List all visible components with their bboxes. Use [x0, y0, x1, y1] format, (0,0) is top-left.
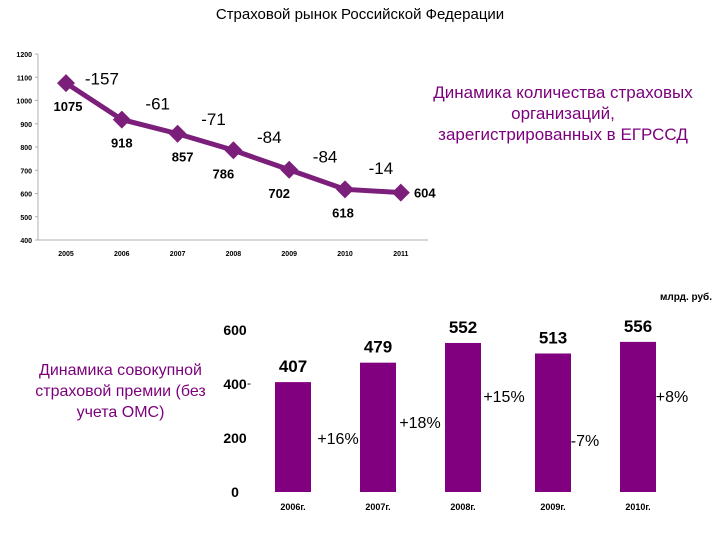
bar-change-label: -7%: [571, 433, 599, 450]
line-change-label: -61: [145, 95, 170, 114]
bar-x-tick-label: 2006г.: [280, 502, 305, 512]
line-y-tick-label: 1000: [16, 99, 32, 106]
unit-label: млрд. руб.: [659, 292, 712, 303]
line-value-label: 786: [213, 166, 235, 181]
line-point: [336, 180, 354, 199]
line-value-label: 604: [414, 186, 436, 201]
bar-y-tick-label: 200: [223, 430, 247, 446]
line-x-tick-label: 2006: [114, 251, 130, 258]
line-y-tick-label: 800: [20, 145, 32, 152]
page-title: Страховой рынок Российской Федерации: [215, 6, 505, 23]
line-change-label: -71: [201, 110, 226, 129]
line-y-tick-label: 600: [20, 192, 32, 199]
line-y-tick-label: 400: [20, 238, 32, 245]
bar-value-label: 552: [449, 318, 477, 337]
bar-change-label: +8%: [656, 389, 688, 406]
bar-chart: 0 200 400 600 - 407 2006г. 479 2007г. 552 2008г. 51…: [223, 317, 688, 512]
bar-x-tick-label: 2007г.: [365, 502, 390, 512]
line-y-tick-label: 500: [20, 215, 32, 222]
bar-value-label: 407: [279, 357, 307, 376]
line-point: [168, 124, 187, 143]
bar-value-label: 479: [364, 338, 392, 357]
line-x-tick-label: 2008: [226, 251, 242, 258]
line-change-label: -14: [369, 159, 394, 178]
bar: [620, 341, 656, 492]
line-x-tick-label: 2010: [337, 251, 353, 258]
line-chart: 400 500 600 700 800 900 1000 1100 1200 2005 2006 20…: [16, 52, 436, 258]
line-chart-caption: Динамика количества страховых организаци…: [433, 83, 693, 144]
line-value-label: 618: [332, 205, 354, 220]
bar-change-label: +15%: [483, 389, 524, 406]
line-x-tick-label: 2007: [170, 251, 186, 258]
bar-change-label: +18%: [399, 415, 440, 432]
line-x-tick-label: 2009: [281, 251, 297, 258]
line-x-tick-label: 2005: [58, 251, 74, 258]
line-point: [224, 141, 243, 160]
line-point: [280, 160, 299, 179]
line-point: [391, 183, 410, 202]
line-y-tick-label: 700: [20, 168, 32, 175]
bar-chart-caption: Динамика совокупной страховой премии (бе…: [35, 362, 206, 421]
bar: [535, 353, 571, 492]
bar-value-label: 556: [624, 317, 652, 336]
bar: [445, 342, 481, 492]
line-value-label: 918: [111, 136, 133, 151]
bar-change-label: +16%: [317, 431, 358, 448]
bar-x-tick-label: 2009г.: [540, 502, 565, 512]
bar-x-tick-label: 2010г.: [625, 502, 650, 512]
line-value-label: 1075: [54, 99, 83, 114]
bar-y-tick-label: 600: [223, 322, 247, 338]
line-value-label: 702: [268, 186, 290, 201]
bar: [360, 362, 396, 492]
line-y-tick-label: 1100: [17, 75, 32, 82]
line-point: [112, 110, 131, 129]
bar-x-tick-label: 2008г.: [450, 502, 475, 512]
line-change-label: -84: [313, 148, 338, 167]
line-x-tick-label: 2011: [393, 251, 408, 258]
bar-y-tick-mark: -: [247, 376, 251, 390]
line-change-label: -157: [85, 69, 119, 88]
line-change-label: -84: [257, 128, 282, 147]
line-value-label: 857: [172, 150, 194, 165]
line-point: [57, 74, 75, 93]
bar-value-label: 513: [539, 328, 567, 347]
bar-y-tick-label: 400: [223, 376, 247, 392]
bar-y-tick-label: 0: [231, 484, 239, 500]
line-y-tick-label: 900: [20, 122, 32, 129]
bar: [275, 382, 311, 492]
line-y-tick-label: 1200: [16, 52, 32, 59]
